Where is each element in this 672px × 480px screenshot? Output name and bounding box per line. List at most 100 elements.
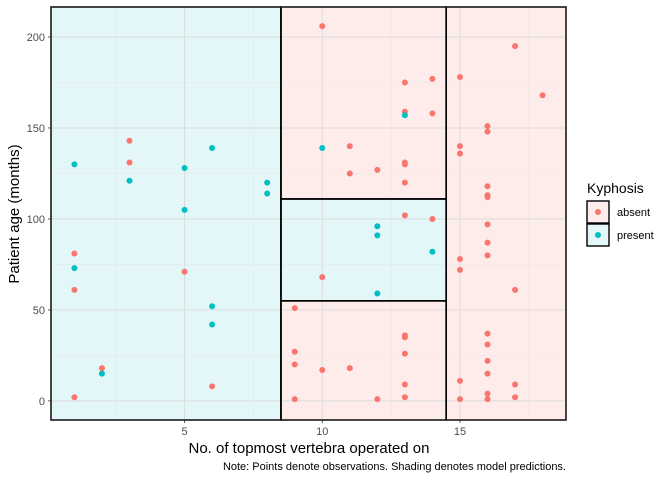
point-present (209, 145, 216, 152)
point-absent (291, 348, 298, 355)
region-absent (446, 7, 566, 420)
point-present (401, 112, 408, 119)
y-tick-label: 100 (27, 214, 45, 226)
legend-label: present (617, 230, 654, 242)
point-absent (319, 366, 326, 373)
point-absent (484, 183, 491, 190)
point-absent (484, 194, 491, 201)
point-present (264, 179, 271, 186)
point-absent (319, 274, 326, 281)
point-absent (539, 92, 546, 99)
point-absent (401, 334, 408, 341)
point-absent (401, 161, 408, 168)
y-tick-label: 150 (27, 123, 45, 135)
point-absent (374, 166, 381, 173)
point-absent (456, 74, 463, 81)
region-absent (280, 300, 447, 420)
point-absent (456, 377, 463, 384)
data-points (71, 23, 546, 403)
point-present (264, 190, 271, 197)
point-absent (346, 170, 353, 177)
x-axis-title: No. of topmost vertebra operated on (189, 440, 430, 457)
point-absent (71, 394, 78, 401)
point-absent (484, 390, 491, 397)
point-absent (456, 150, 463, 157)
point-absent (456, 396, 463, 403)
point-present (181, 165, 188, 172)
point-absent (401, 350, 408, 357)
y-axis-ticks: 0 50 100 150 200 (27, 32, 51, 408)
panel-border (50, 6, 567, 421)
legend-item-present: present (586, 223, 654, 247)
point-absent (512, 43, 519, 50)
y-tick-label: 200 (27, 32, 45, 44)
point-present (374, 232, 381, 239)
point-absent (401, 394, 408, 401)
legend-key-point (595, 232, 601, 238)
point-absent (209, 383, 216, 390)
y-axis-title: Patient age (months) (6, 144, 23, 283)
point-present (374, 223, 381, 230)
point-absent (512, 286, 519, 293)
legend: Kyphosis absent present (586, 180, 654, 247)
point-absent (484, 330, 491, 337)
point-absent (401, 212, 408, 219)
point-present (319, 145, 326, 152)
point-absent (484, 123, 491, 130)
point-absent (126, 159, 133, 166)
y-tick-label: 0 (39, 396, 45, 408)
point-present (98, 370, 105, 377)
point-absent (456, 143, 463, 150)
point-present (181, 206, 188, 213)
point-present (374, 290, 381, 297)
point-absent (484, 357, 491, 364)
legend-item-absent: absent (586, 200, 650, 224)
point-absent (126, 137, 133, 144)
point-present (209, 303, 216, 310)
point-absent (484, 396, 491, 403)
point-absent (346, 143, 353, 150)
point-absent (98, 365, 105, 372)
point-absent (429, 110, 436, 117)
point-absent (71, 286, 78, 293)
point-absent (401, 79, 408, 86)
point-present (126, 177, 133, 184)
point-absent (484, 239, 491, 246)
point-present (71, 161, 78, 168)
region-absent (280, 7, 447, 199)
point-absent (484, 221, 491, 228)
legend-label: absent (617, 207, 650, 219)
point-absent (512, 381, 519, 388)
point-absent (291, 396, 298, 403)
point-absent (346, 365, 353, 372)
point-absent (401, 381, 408, 388)
point-absent (484, 341, 491, 348)
point-absent (484, 370, 491, 377)
point-absent (429, 215, 436, 222)
region-present (280, 198, 447, 301)
point-absent (456, 266, 463, 273)
region-present (51, 7, 281, 420)
point-present (71, 265, 78, 272)
point-absent (512, 394, 519, 401)
point-absent (319, 23, 326, 30)
prediction-regions (51, 7, 566, 420)
point-absent (71, 250, 78, 257)
y-tick-label: 50 (33, 305, 45, 317)
x-axis-ticks: 5 10 15 (182, 420, 466, 438)
legend-key-point (595, 209, 601, 215)
x-tick-label: 15 (454, 426, 466, 438)
legend-items: absent present (586, 200, 654, 247)
point-absent (484, 252, 491, 259)
point-present (429, 248, 436, 255)
point-absent (291, 361, 298, 368)
point-present (209, 321, 216, 328)
point-absent (374, 396, 381, 403)
legend-title: Kyphosis (587, 180, 644, 196)
chart-caption: Note: Points denote observations. Shadin… (223, 461, 566, 473)
point-absent (484, 128, 491, 135)
point-absent (456, 255, 463, 262)
x-tick-label: 10 (316, 426, 328, 438)
x-tick-label: 5 (182, 426, 188, 438)
